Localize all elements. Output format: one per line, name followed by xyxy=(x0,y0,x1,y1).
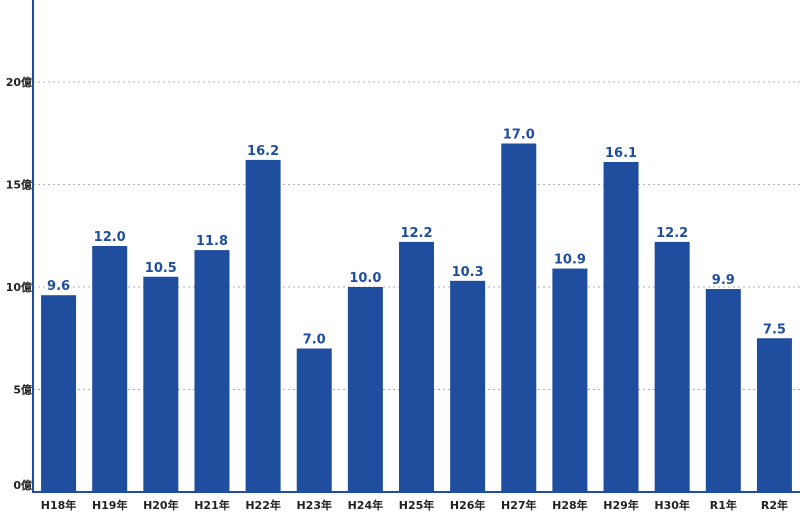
x-tick-label: H20年 xyxy=(143,498,179,512)
data-labels: 9.6 12.0 10.5 11.8 16.2 7.0 10.0 12.2 10.3 17.0 10… xyxy=(47,128,786,348)
y-tick-label: 10億 xyxy=(6,280,32,294)
x-tick-label: H30年 xyxy=(654,498,690,512)
x-tick-label: H23年 xyxy=(296,498,332,512)
data-label: 10.9 xyxy=(554,253,586,268)
bar xyxy=(41,295,77,492)
bar xyxy=(756,338,792,492)
data-label: 7.0 xyxy=(303,333,326,348)
bar xyxy=(245,159,281,492)
bars xyxy=(41,143,792,492)
data-label: 7.5 xyxy=(763,322,786,337)
data-label: 10.5 xyxy=(145,261,177,276)
bar xyxy=(654,241,690,492)
y-axis-ticks: 0億 5億 10億 15億 20億 xyxy=(6,75,32,492)
bar xyxy=(347,287,383,492)
y-tick-label: 0億 xyxy=(13,478,32,492)
data-label: 12.2 xyxy=(656,226,688,241)
x-tick-label: H21年 xyxy=(194,498,230,512)
x-tick-label: H28年 xyxy=(552,498,588,512)
x-tick-label: H19年 xyxy=(92,498,128,512)
data-label: 9.9 xyxy=(712,273,735,288)
bar xyxy=(603,161,639,492)
x-tick-label: H18年 xyxy=(41,498,77,512)
bar xyxy=(92,246,128,492)
data-label: 10.0 xyxy=(349,271,381,286)
data-label: 16.1 xyxy=(605,146,637,161)
data-label: 10.3 xyxy=(452,265,484,280)
data-label: 11.8 xyxy=(196,234,228,249)
bar xyxy=(143,276,179,492)
x-tick-label: H27年 xyxy=(501,498,537,512)
bar xyxy=(450,280,486,492)
bar xyxy=(296,348,332,492)
data-label: 12.2 xyxy=(400,226,432,241)
data-label: 16.2 xyxy=(247,144,279,159)
x-tick-label: R1年 xyxy=(710,498,737,512)
x-tick-label: H22年 xyxy=(245,498,281,512)
y-tick-label: 20億 xyxy=(6,75,32,89)
y-tick-label: 5億 xyxy=(13,383,32,397)
x-axis-labels: H18年 H19年 H20年 H21年 H22年 H23年 H24年 H25年 H26年 H27年… xyxy=(41,498,788,512)
x-tick-label: H25年 xyxy=(399,498,435,512)
data-label: 12.0 xyxy=(94,230,126,245)
data-label: 17.0 xyxy=(503,128,535,143)
bar xyxy=(194,250,230,492)
x-tick-label: H29年 xyxy=(603,498,639,512)
bar xyxy=(705,289,741,492)
bar xyxy=(501,143,537,492)
x-tick-label: H26年 xyxy=(450,498,486,512)
y-tick-label: 15億 xyxy=(6,178,32,192)
data-label: 9.6 xyxy=(47,279,70,294)
x-tick-label: H24年 xyxy=(348,498,384,512)
bar xyxy=(552,268,588,492)
x-tick-label: R2年 xyxy=(761,498,788,512)
bar xyxy=(399,241,434,492)
